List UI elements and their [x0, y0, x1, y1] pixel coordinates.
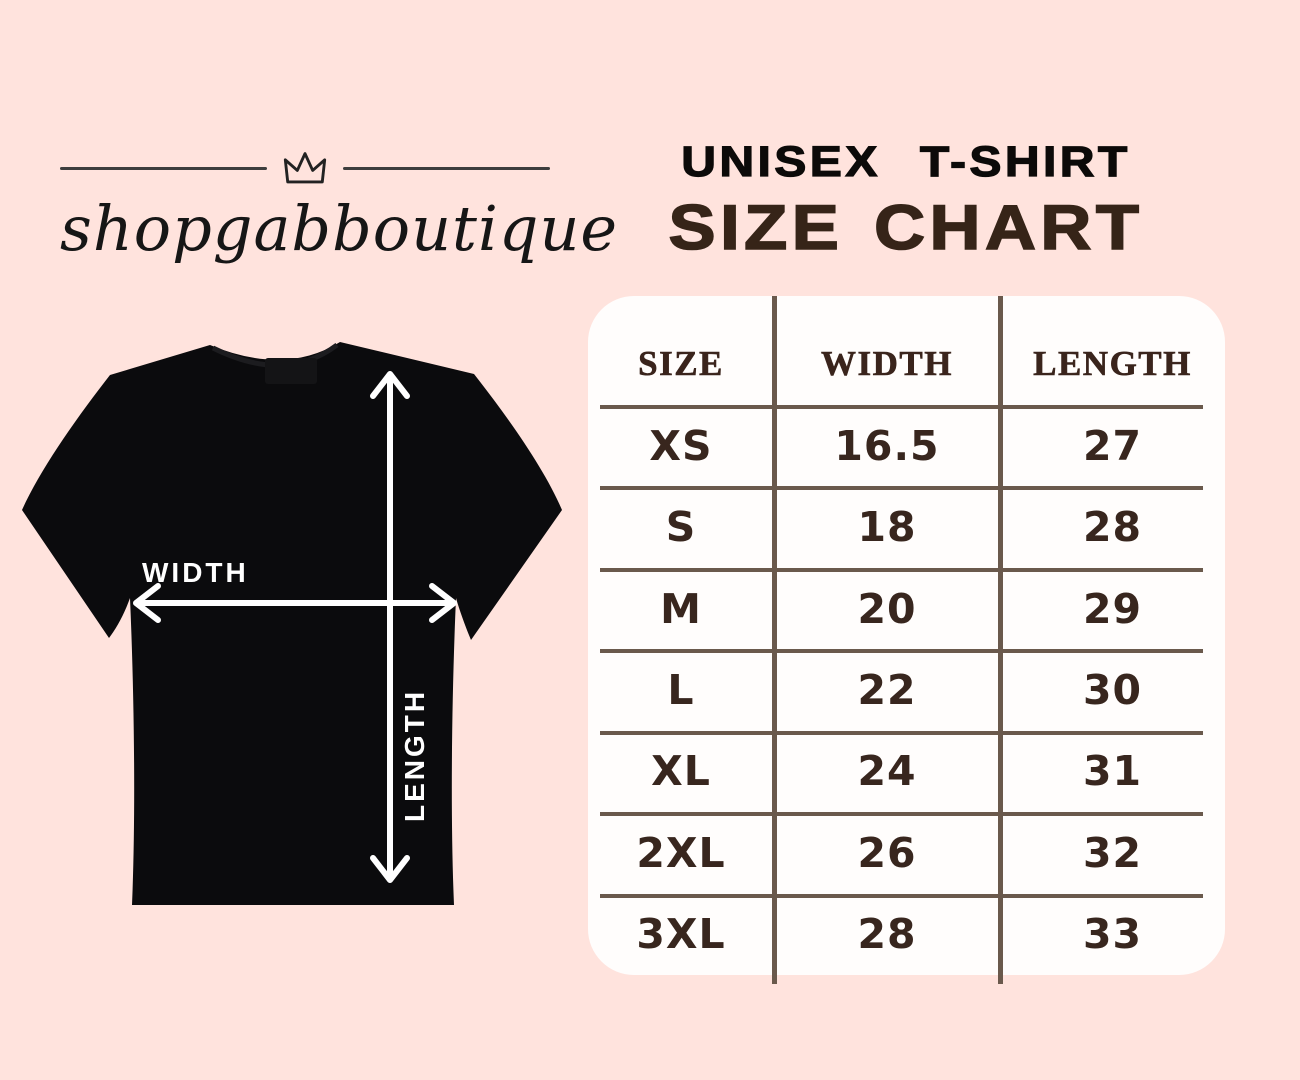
length-arrow-head-top: [370, 371, 410, 399]
row-divider: [600, 731, 1203, 735]
cell-length: 30: [1082, 665, 1143, 714]
column-divider-1: [772, 296, 777, 984]
length-arrow-head-bottom: [370, 855, 410, 883]
title-size-chart: SIZE CHART: [668, 193, 1144, 264]
row-divider: [600, 405, 1203, 409]
collar-label: [265, 358, 317, 384]
row-divider: [600, 568, 1203, 572]
width-arrow-head-right: [429, 583, 457, 623]
tshirt-silhouette: [22, 342, 562, 905]
page-title: UNISEX T-SHIRT SIZE CHART: [606, 139, 1206, 261]
cell-length: 29: [1082, 584, 1143, 633]
cell-size: S: [665, 503, 697, 552]
width-arrow-head-left: [133, 583, 161, 623]
cell-length: 31: [1082, 747, 1143, 796]
table-header-width: WIDTH: [821, 343, 953, 383]
size-table-panel: SIZE WIDTH LENGTH XS 16.5 27 S 18 28 M 2…: [588, 296, 1225, 984]
title-unisex-tshirt: UNISEX T-SHIRT: [681, 138, 1131, 186]
cell-length: 28: [1082, 503, 1143, 552]
ornament-line-left: [60, 166, 267, 170]
crown-icon: [283, 151, 327, 183]
cell-size: L: [667, 665, 695, 714]
cell-size: M: [660, 584, 702, 633]
brand-logo: shopgabboutique: [60, 148, 619, 265]
table-background: [588, 296, 1225, 975]
width-label: WIDTH: [142, 557, 249, 588]
length-label: LENGTH: [399, 689, 430, 822]
brand-name: shopgabboutique: [60, 192, 619, 265]
cell-width: 28: [857, 910, 917, 959]
table-header-size: SIZE: [638, 343, 724, 383]
cell-size: XS: [649, 421, 713, 470]
size-table: SIZE WIDTH LENGTH XS 16.5 27 S 18 28 M 2…: [588, 296, 1225, 975]
cell-size: 2XL: [636, 828, 726, 877]
cell-width: 24: [857, 747, 917, 796]
row-divider: [600, 649, 1203, 653]
row-divider: [600, 486, 1203, 490]
table-header-length: LENGTH: [1033, 343, 1192, 383]
row-divider: [600, 812, 1203, 816]
logo-ornament: [60, 148, 550, 188]
cell-width: 16.5: [834, 421, 940, 470]
cell-length: 33: [1082, 910, 1143, 959]
column-divider-2: [998, 296, 1003, 984]
cell-width: 20: [857, 584, 917, 633]
cell-width: 22: [857, 665, 917, 714]
cell-length: 32: [1082, 828, 1143, 877]
cell-size: XL: [651, 747, 711, 796]
row-divider: [600, 894, 1203, 898]
cell-size: 3XL: [636, 910, 726, 959]
cell-width: 18: [857, 503, 917, 552]
cell-width: 26: [857, 828, 917, 877]
tshirt-diagram: WIDTH LENGTH: [22, 342, 562, 905]
cell-length: 27: [1082, 421, 1143, 470]
ornament-line-right: [343, 166, 550, 170]
